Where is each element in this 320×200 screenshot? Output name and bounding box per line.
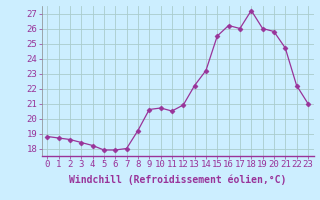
X-axis label: Windchill (Refroidissement éolien,°C): Windchill (Refroidissement éolien,°C) <box>69 175 286 185</box>
